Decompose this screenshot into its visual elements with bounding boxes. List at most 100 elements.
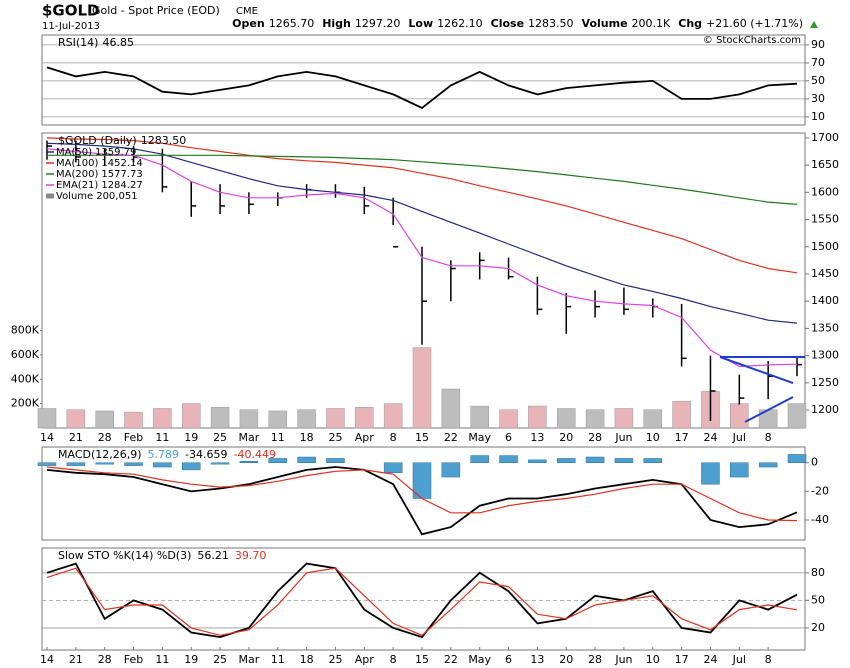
x-tick-label: 13	[530, 653, 544, 666]
y2-tick-label: 200K	[11, 397, 40, 410]
y-tick-label: 90	[811, 38, 825, 51]
x-tick-label: 14	[40, 431, 54, 444]
volume-bar	[614, 408, 634, 429]
quote-value: 1265.70	[269, 17, 315, 30]
legend-name: MA(200)	[56, 169, 98, 180]
histogram-bar	[730, 462, 749, 478]
volume-bar	[412, 347, 432, 429]
legend-value: 1359.79	[95, 147, 136, 158]
quote: Open 1265.70 High 1297.20 Low 1262.10 Close 128…	[232, 17, 803, 30]
volume-bar	[672, 400, 691, 429]
legend-value: 39.70	[235, 549, 267, 562]
legend-value: 200,051	[96, 191, 137, 202]
y-tick-label: 0	[811, 456, 818, 469]
y-tick-label: 1450	[811, 267, 839, 280]
x-tick-label: 18	[300, 431, 314, 444]
quote-label: Volume	[582, 17, 628, 30]
quote-label: Chg	[678, 17, 702, 30]
histogram-bar	[326, 458, 345, 463]
volume-bar	[124, 411, 143, 429]
legend-value: 1283.50	[141, 134, 187, 147]
series-line	[46, 142, 798, 324]
x-tick-label: 10	[646, 653, 660, 666]
x-tick-label: 25	[213, 431, 227, 444]
y-tick-label: 20	[811, 621, 825, 634]
series-line	[46, 466, 798, 522]
quote-value: 1262.10	[437, 17, 483, 30]
y-tick-label: 1600	[811, 185, 839, 198]
volume-bar	[95, 410, 114, 429]
series-line	[46, 137, 798, 274]
volume-bar	[268, 410, 288, 429]
volume-bar	[499, 409, 518, 429]
x-tick-label: 24	[703, 431, 717, 444]
volume-bar	[210, 407, 230, 429]
volume-bar	[297, 409, 316, 429]
histogram-bar	[383, 462, 403, 474]
volume-bar	[239, 409, 259, 429]
y-tick-label: 1500	[811, 240, 839, 253]
volume-bar	[528, 405, 547, 429]
histogram-bar	[643, 458, 663, 463]
y-tick-label: 1200	[811, 403, 839, 416]
histogram-bar	[614, 458, 634, 463]
y-tick-label: 1650	[811, 158, 839, 171]
legend-title: $GOLD (Daily)	[58, 134, 137, 147]
x-tick-label: 19	[184, 431, 198, 444]
x-tick-label: Apr	[355, 653, 375, 666]
legend-value: -40.449	[234, 448, 276, 461]
y-tick-label: -20	[811, 484, 829, 497]
y-tick-label: 50	[811, 74, 825, 87]
legend-title: Slow STO %K(14) %D(3)	[58, 549, 191, 562]
volume-bar	[66, 409, 86, 429]
x-tick-label: 25	[213, 653, 227, 666]
volume-bar	[326, 408, 345, 429]
legend-value: 56.21	[197, 549, 229, 562]
x-tick-label: 11	[271, 653, 285, 666]
histogram-bar	[153, 462, 172, 468]
panel-legend: $GOLD (Daily) 1283.50	[58, 134, 186, 147]
quote-value: 200.1K	[632, 17, 671, 30]
volume-bar	[153, 408, 172, 429]
quote-value: +21.60 (+1.71%)	[706, 17, 803, 30]
up-arrow	[810, 21, 818, 28]
histogram-bar	[95, 462, 114, 465]
legend-entry: MA(200) 1577.73	[56, 169, 143, 180]
x-tick-label: 22	[444, 431, 458, 444]
legend-name: Volume	[56, 191, 93, 202]
histogram-bar	[556, 458, 576, 463]
y2-tick-label: 800K	[11, 324, 40, 337]
volume-bar	[441, 388, 461, 429]
histogram-bar	[124, 462, 143, 466]
legend-entry: MA(50) 1359.79	[56, 147, 136, 158]
panel-legend: Slow STO %K(14) %D(3) 56.21 39.70	[58, 549, 266, 562]
x-tick-label: 28	[98, 653, 112, 666]
quote-label: Low	[408, 17, 433, 30]
x-tick-label: 8	[390, 653, 397, 666]
y-tick-label: 1250	[811, 376, 839, 389]
copyright: © StockCharts.com	[703, 35, 801, 46]
x-tick-label: 6	[505, 431, 512, 444]
y-tick-label: 50	[811, 593, 825, 606]
legend-value: 1577.73	[101, 169, 142, 180]
histogram-bar	[37, 462, 57, 466]
volume-bar	[643, 409, 663, 429]
y2-tick-label: 600K	[11, 348, 40, 361]
x-tick-label: 18	[300, 653, 314, 666]
quote-value: 1283.50	[528, 17, 574, 30]
histogram-bar	[499, 455, 518, 463]
histogram-bar	[239, 461, 259, 463]
instrument-name: Gold - Spot Price (EOD)	[92, 4, 220, 17]
legend-entry: MA(100) 1452.14	[56, 158, 143, 169]
x-tick-label: Mar	[239, 653, 260, 666]
x-tick-label: 28	[588, 431, 602, 444]
histogram-bar	[701, 462, 720, 485]
x-tick-label: 8	[765, 653, 772, 666]
volume-bar	[37, 408, 57, 429]
x-tick-label: 14	[40, 653, 54, 666]
x-tick-label: 11	[155, 431, 169, 444]
volume-bar	[383, 403, 403, 429]
x-tick-label: 8	[765, 431, 772, 444]
x-tick-label: 21	[69, 431, 83, 444]
x-tick-label: Jun	[614, 431, 632, 444]
